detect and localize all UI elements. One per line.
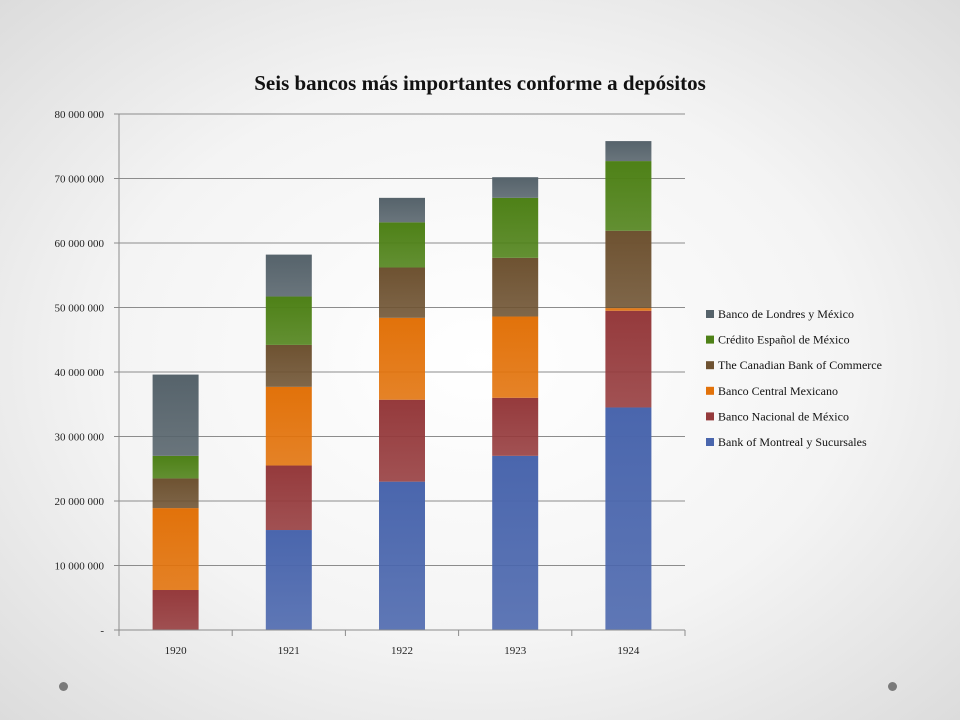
- legend-label: Banco Central Mexicano: [718, 384, 838, 398]
- legend-entry: Banco de Londres y México: [706, 307, 854, 321]
- y-tick-label: 10 000 000: [55, 561, 105, 573]
- y-axis-tick-labels: - 10 000 000 20 000 000 30 000 000 40 000 00…: [55, 109, 105, 637]
- legend-entry: Bank of Montreal y Sucursales: [706, 435, 867, 449]
- left-decor-dot: [59, 682, 68, 691]
- legend-swatch: [706, 438, 714, 446]
- legend-entry: Banco Nacional de México: [706, 409, 849, 423]
- x-tick-label: 1920: [165, 645, 188, 657]
- bar-segment: [152, 590, 199, 630]
- bar-segment: [379, 267, 425, 318]
- bar-segment: [265, 530, 312, 630]
- bar-segment: [605, 161, 652, 231]
- legend-entry: Banco Central Mexicano: [706, 384, 838, 398]
- legend-label: Crédito Español de México: [718, 333, 850, 347]
- bar-segment: [379, 481, 425, 630]
- right-decor-dot: [888, 682, 897, 691]
- chart-title: Seis bancos más importantes conforme a d…: [254, 71, 706, 95]
- y-tick-label: 30 000 000: [55, 432, 105, 444]
- x-tick-label: 1923: [504, 645, 527, 657]
- bars: [152, 141, 652, 630]
- y-tick-label: 80 000 000: [55, 109, 105, 121]
- bar-segment: [492, 455, 539, 630]
- bar-segment: [152, 374, 199, 456]
- x-tick-label: 1921: [278, 645, 300, 657]
- bar-segment: [152, 478, 199, 509]
- y-tick-label: 20 000 000: [55, 496, 105, 508]
- bar-segment: [605, 308, 652, 311]
- bar-segment: [265, 386, 312, 466]
- legend-swatch: [706, 361, 714, 370]
- bar-segment: [265, 296, 312, 345]
- bar-segment: [379, 197, 425, 223]
- y-tick-label: 40 000 000: [55, 367, 105, 379]
- legend-entry: The Canadian Bank of Commerce: [706, 358, 882, 372]
- bar-segment: [605, 310, 652, 408]
- legend-swatch: [706, 412, 714, 421]
- bar-segment: [265, 465, 312, 531]
- bar-segment: [492, 257, 539, 317]
- legend-label: The Canadian Bank of Commerce: [718, 358, 882, 372]
- bar-segment: [605, 230, 652, 309]
- bar-segment: [605, 141, 652, 162]
- y-tick-label: 70 000 000: [55, 174, 105, 186]
- y-tick-label: -: [100, 625, 104, 637]
- bar-segment: [379, 317, 425, 400]
- y-tick-label: 50 000 000: [55, 303, 105, 315]
- bar-segment: [265, 254, 312, 297]
- legend: Banco de Londres y México Crédito Español…: [706, 307, 882, 449]
- x-axis-tick-labels: 1920 1921 1922 1923 1924: [165, 645, 640, 657]
- bar-segment: [152, 455, 199, 479]
- bar-segment: [152, 508, 199, 591]
- bar-segment: [265, 344, 312, 387]
- bar-segment: [492, 197, 539, 258]
- legend-swatch: [706, 335, 714, 344]
- bar-segment: [379, 222, 425, 268]
- bar-segment: [492, 316, 539, 398]
- bar-segment: [605, 407, 652, 630]
- legend-entry: Crédito Español de México: [706, 333, 850, 347]
- x-tick-label: 1924: [617, 645, 640, 657]
- bar-segment: [492, 397, 539, 456]
- bar-segment: [379, 399, 425, 482]
- legend-swatch: [706, 310, 714, 318]
- legend-label: Bank of Montreal y Sucursales: [718, 435, 867, 449]
- legend-label: Banco Nacional de México: [718, 409, 849, 423]
- x-tick-label: 1922: [391, 645, 413, 657]
- y-tick-label: 60 000 000: [55, 238, 105, 250]
- legend-swatch: [706, 386, 714, 395]
- bar-segment: [492, 177, 539, 198]
- legend-label: Banco de Londres y México: [718, 307, 854, 321]
- axes: [118, 114, 686, 636]
